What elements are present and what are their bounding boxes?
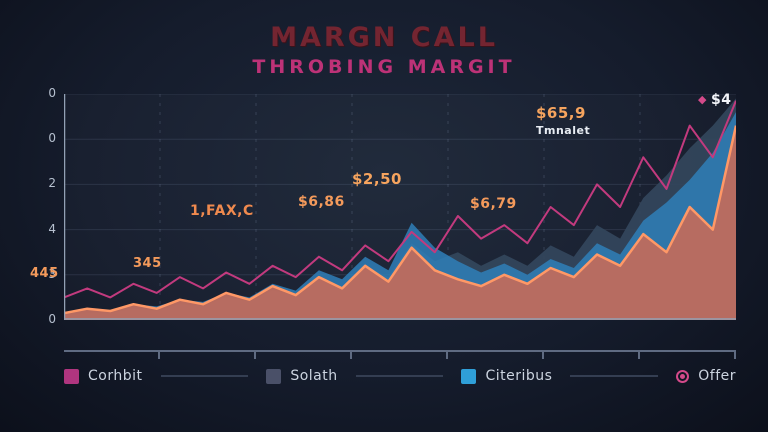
chart-title: MARGN CALL — [270, 22, 498, 53]
axis-ruler — [64, 350, 736, 359]
legend-ring-icon — [676, 369, 690, 383]
legend-swatch-icon — [266, 368, 282, 384]
legend-label: Citeribus — [485, 368, 553, 384]
legend: Corhbit Solath Citeribus Offer — [64, 364, 736, 388]
y-axis-tick-label: 3 — [48, 266, 56, 281]
legend-connector — [355, 375, 444, 377]
chart-canvas — [64, 94, 736, 320]
data-label: $65,9 Tmnalet — [536, 104, 591, 137]
data-label: $6,79 — [470, 196, 517, 212]
y-axis-tick-label: 0 — [48, 312, 56, 326]
y-axis-tick-label: 0 — [48, 86, 56, 100]
legend-connector — [160, 375, 249, 377]
legend-item-solath: Solath — [266, 368, 337, 384]
data-label: ◆ $4 — [698, 92, 732, 108]
legend-label: Solath — [290, 368, 338, 384]
legend-connector — [570, 375, 659, 377]
data-label: $6,86 — [298, 194, 345, 210]
chart-plot-area — [64, 94, 736, 320]
y-axis-tick-label: 4 — [48, 221, 56, 236]
legend-item-offer: Offer — [676, 368, 736, 384]
legend-swatch-icon — [461, 368, 477, 384]
data-label-subtext: Tmnalet — [536, 124, 591, 137]
diamond-marker-icon: ◆ — [698, 93, 707, 106]
data-label: 445 — [30, 266, 59, 281]
y-axis-tick-label: 2 — [48, 176, 56, 191]
legend-item-corhbit: Corhbit — [64, 368, 143, 384]
data-label: $2,50 — [352, 170, 402, 188]
legend-label: Corhbit — [88, 368, 143, 384]
y-axis-tick-label: 0 — [48, 131, 56, 146]
legend-label: Offer — [698, 368, 736, 384]
chart-subtitle: THROBING MARGIT — [252, 56, 516, 78]
data-label: 1,FAX,C — [190, 203, 254, 219]
legend-swatch-icon — [64, 368, 79, 384]
legend-item-citeribus: Citeribus — [461, 368, 552, 384]
data-label: 345 — [133, 256, 162, 271]
